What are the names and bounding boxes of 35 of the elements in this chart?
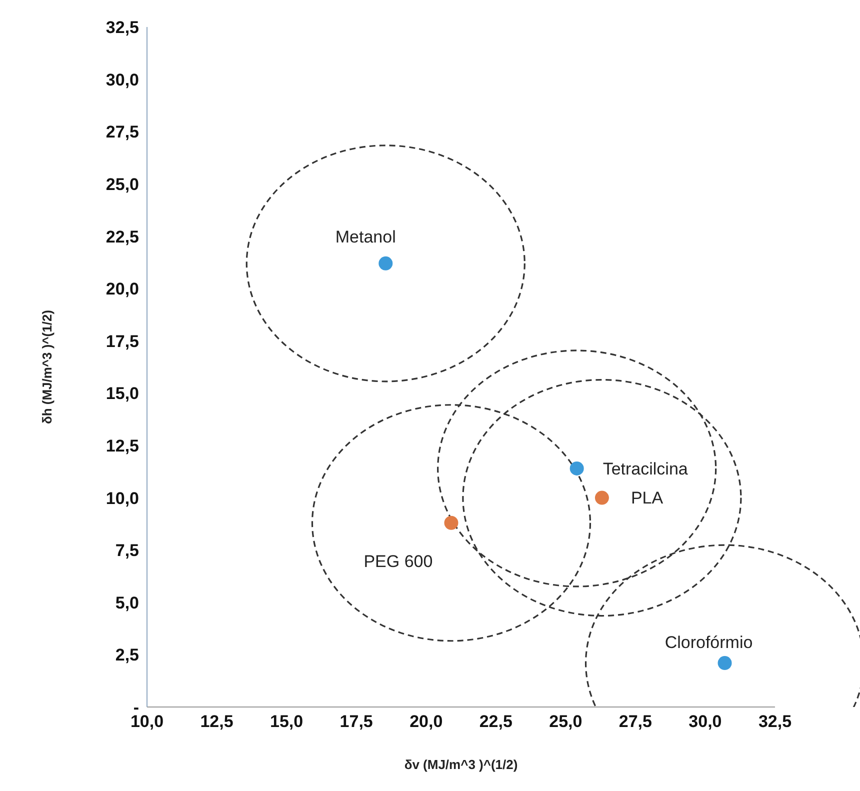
y-tick-label: 10,0 [106,488,139,508]
y-tick-label: 25,0 [106,174,139,194]
y-tick-label: 27,5 [106,122,139,142]
x-axis-title: δv (MJ/m^3 )^(1/2) [404,757,518,772]
y-tick-label: 15,0 [106,384,139,404]
annotation: Metanol [335,227,396,246]
x-tick-label: 17,5 [340,712,373,732]
annotation: PEG 600 [364,552,433,571]
point [718,656,732,670]
x-tick-label: 12,5 [200,712,234,732]
y-tick-label: 17,5 [106,332,139,351]
annotation: Clorofórmio [664,633,753,652]
x-tick-label: 15,0 [270,712,304,732]
annotation: PLA [630,488,664,508]
point [444,516,458,530]
y-tick-label: 32,5 [106,18,139,38]
y-tick-label: 7,5 [115,541,139,560]
y-axis-title: δh (MJ/m^3 )^(1/2) [40,310,55,424]
x-tick-label: 10,0 [130,712,164,732]
point [378,256,393,270]
y-tick-label: 2,5 [115,646,139,665]
x-tick-label: 32,5 [758,712,792,732]
y-tick-label: 12,5 [106,436,139,456]
x-tick-label: 30,0 [688,712,722,732]
y-tick-label: 5,0 [115,593,139,612]
y-tick-label: 22,5 [106,227,139,246]
y-tick-label: 20,0 [106,280,139,299]
x-tick-label: 20,0 [410,712,443,732]
x-tick-label: 22,5 [479,712,512,732]
annotation: Tetracilcina [602,459,688,478]
point [570,461,584,476]
x-tick-label: 25,0 [549,712,582,732]
point [594,490,609,505]
y-tick-label: 30,0 [106,70,139,90]
x-tick-label: 27,5 [618,712,652,732]
